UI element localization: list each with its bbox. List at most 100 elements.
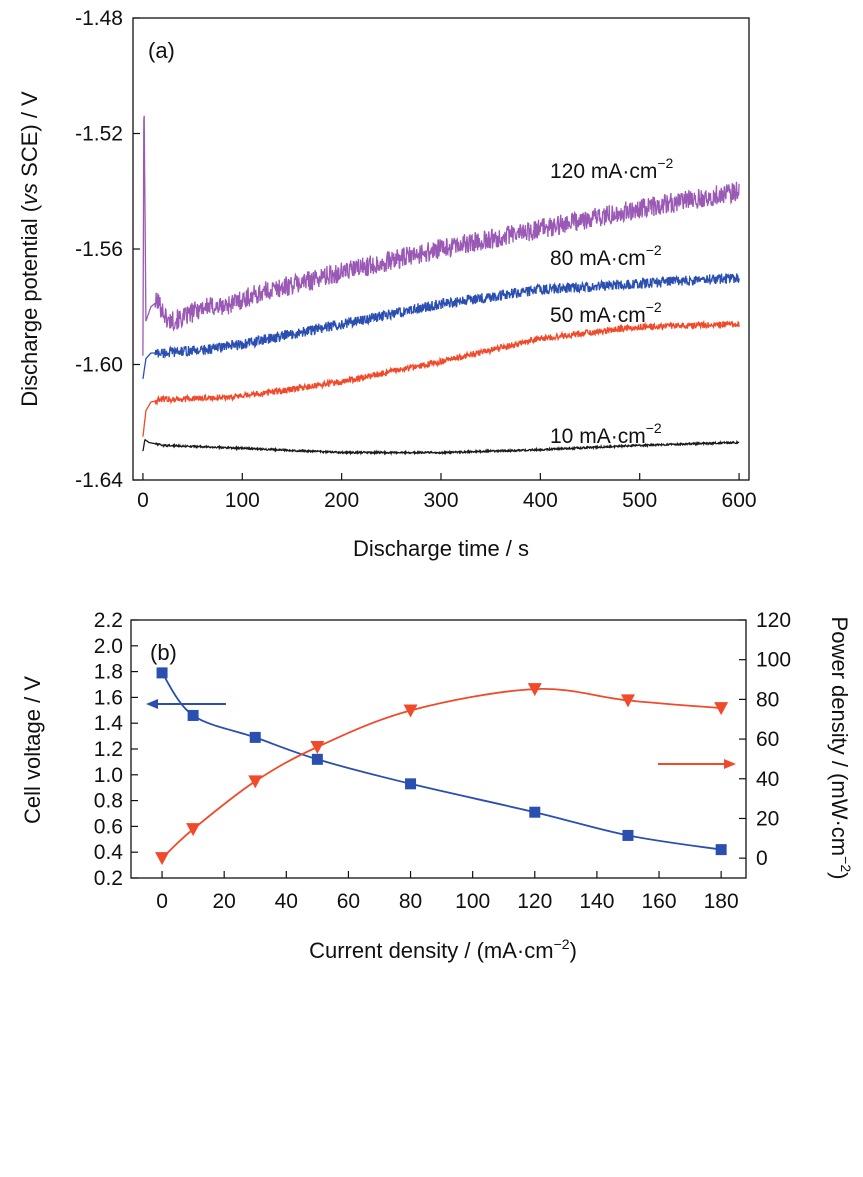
annotation-exp: −2 xyxy=(646,242,662,258)
y-tick-label-b-right: 0 xyxy=(756,847,768,870)
annotation-value: 120 xyxy=(550,160,591,183)
data-point-cell-voltage xyxy=(156,667,168,679)
annotation-value: 10 xyxy=(550,425,579,448)
annotation-unit: mA·cm xyxy=(591,160,658,183)
y-tick-label-a: -1.56 xyxy=(75,238,123,261)
y-axis-label-b-right-text: Power density / (mW·cm xyxy=(827,617,852,857)
panel-a: 0 100 200 300 400 500 600 -1.48 -1.52 -1.56 -1.60 -… xyxy=(17,7,757,561)
y-tick-label-b-right: 20 xyxy=(756,807,779,830)
x-tick-label-a: 200 xyxy=(324,489,359,512)
annotation-exp: −2 xyxy=(657,155,673,171)
x-tick-label-a: 0 xyxy=(137,489,149,512)
data-point-cell-voltage xyxy=(715,844,727,856)
x-tick-label-a: 400 xyxy=(523,489,558,512)
y-tick-label-b-left: 0.8 xyxy=(94,790,123,813)
data-point-cell-voltage xyxy=(622,829,634,841)
x-tick-label-b: 0 xyxy=(156,890,168,913)
arrow-right-axis xyxy=(658,759,736,769)
data-point-cell-voltage xyxy=(405,778,417,790)
panel-label-a: (a) xyxy=(148,38,175,63)
y-tick-label-b-right: 40 xyxy=(756,768,779,791)
annotation-value: 80 xyxy=(550,247,579,270)
x-axis-label-a: Discharge time / s xyxy=(353,536,529,561)
annotation-value: 50 xyxy=(550,304,579,327)
y-tick-label-b-right: 100 xyxy=(756,649,791,672)
data-point-power-density xyxy=(714,702,729,716)
y-tick-label-a: -1.52 xyxy=(75,123,123,146)
x-tick-label-b: 20 xyxy=(213,890,236,913)
y-axis-label-b-right-exp: −2 xyxy=(838,856,854,872)
annotation-50: 50 mA·cm−2 xyxy=(550,299,662,327)
x-axis-label-b-exp: −2 xyxy=(554,936,570,952)
data-point-power-density xyxy=(620,694,635,708)
panel-b: 0 20 40 60 80 100 120 140 160 180 0.2 0.4 0.60.8 1.0 1… xyxy=(20,609,854,963)
y-tick-label-b-right: 80 xyxy=(756,688,779,711)
y-axis-label-a-vs: vs xyxy=(17,183,42,205)
y-axis-label-b-right-close: ) xyxy=(827,872,852,879)
panel-label-b: (b) xyxy=(150,640,177,665)
y-tick-label-b-left: 0.4 xyxy=(94,841,124,864)
x-tick-label-a: 500 xyxy=(622,489,657,512)
series-group-a xyxy=(142,115,740,456)
series-line-power-density xyxy=(161,688,722,859)
annotations-a: 120 mA·cm−280 mA·cm−250 mA·cm−210 mA·cm−… xyxy=(550,155,674,448)
x-axis-label-b-close: ) xyxy=(570,938,577,963)
y-tick-label-a: -1.64 xyxy=(75,469,123,492)
y-tick-label-b-right: 60 xyxy=(756,728,779,751)
y-tick-label-b-left: 1.0 xyxy=(94,764,123,787)
x-tick-label-b: 80 xyxy=(399,890,422,913)
y-axis-label-b-right: Power density / (mW·cm−2) xyxy=(827,617,854,880)
series-line-120 xyxy=(142,115,740,356)
x-axis-label-b-text: Current density / (mA·cm xyxy=(309,938,554,963)
y-tick-label-b-left: 2.0 xyxy=(94,635,123,658)
x-tick-label-b: 40 xyxy=(275,890,298,913)
y-tick-label-b-right: 120 xyxy=(756,609,791,632)
annotation-120: 120 mA·cm−2 xyxy=(550,155,674,183)
x-axis-label-b: Current density / (mA·cm−2) xyxy=(309,936,577,963)
x-tick-label-b: 120 xyxy=(517,890,552,913)
annotation-unit: mA·cm xyxy=(579,247,646,270)
data-point-power-density xyxy=(186,823,201,837)
annotation-80: 80 mA·cm−2 xyxy=(550,242,662,270)
x-tick-label-b: 160 xyxy=(642,890,677,913)
x-tick-label-a: 600 xyxy=(722,489,757,512)
annotation-unit: mA·cm xyxy=(579,304,646,327)
y-axis-label-a-part2: SCE) / V xyxy=(17,91,42,183)
y-tick-label-b-left: 1.6 xyxy=(94,686,123,709)
x-tick-label-b: 180 xyxy=(704,890,739,913)
axes-group-b: 0 20 40 60 80 100 120 140 160 180 0.2 0.4 0.60.8 1.0 1… xyxy=(94,609,791,913)
annotation-exp: −2 xyxy=(646,420,662,436)
y-axis-label-a-part1: Discharge potential ( xyxy=(17,204,42,406)
data-point-cell-voltage xyxy=(529,806,541,818)
y-tick-label-a: -1.48 xyxy=(75,7,123,30)
data-point-cell-voltage xyxy=(311,753,323,765)
data-point-cell-voltage xyxy=(249,731,261,743)
y-tick-label-b-left: 1.8 xyxy=(94,661,123,684)
series-group-b xyxy=(155,667,729,866)
y-axis-label-b-left: Cell voltage / V xyxy=(20,676,45,824)
annotation-exp: −2 xyxy=(646,299,662,315)
x-tick-label-b: 140 xyxy=(579,890,614,913)
y-tick-label-a: -1.60 xyxy=(75,354,123,377)
data-point-power-density xyxy=(527,683,542,697)
x-tick-label-b: 100 xyxy=(455,890,490,913)
data-point-power-density xyxy=(403,704,418,718)
series-line-50 xyxy=(142,319,740,437)
y-tick-label-b-left: 1.2 xyxy=(94,738,123,761)
x-tick-label-a: 100 xyxy=(225,489,260,512)
data-point-power-density xyxy=(155,852,170,866)
arrow-left-axis xyxy=(146,699,226,709)
y-tick-label-b-left: 0.2 xyxy=(94,867,123,890)
data-point-power-density xyxy=(248,775,263,789)
series-line-80 xyxy=(142,273,740,380)
x-tick-label-a: 300 xyxy=(423,489,458,512)
series-line-10 xyxy=(142,438,740,456)
annotation-unit: mA·cm xyxy=(579,425,646,448)
data-point-power-density xyxy=(310,741,325,755)
y-tick-label-b-left: 0.6 xyxy=(94,815,123,838)
annotation-10: 10 mA·cm−2 xyxy=(550,420,662,448)
y-tick-label-b-left: 2.2 xyxy=(94,609,123,632)
series-line-cell-voltage xyxy=(161,672,722,851)
y-tick-label-b-left: 1.4 xyxy=(94,712,124,735)
